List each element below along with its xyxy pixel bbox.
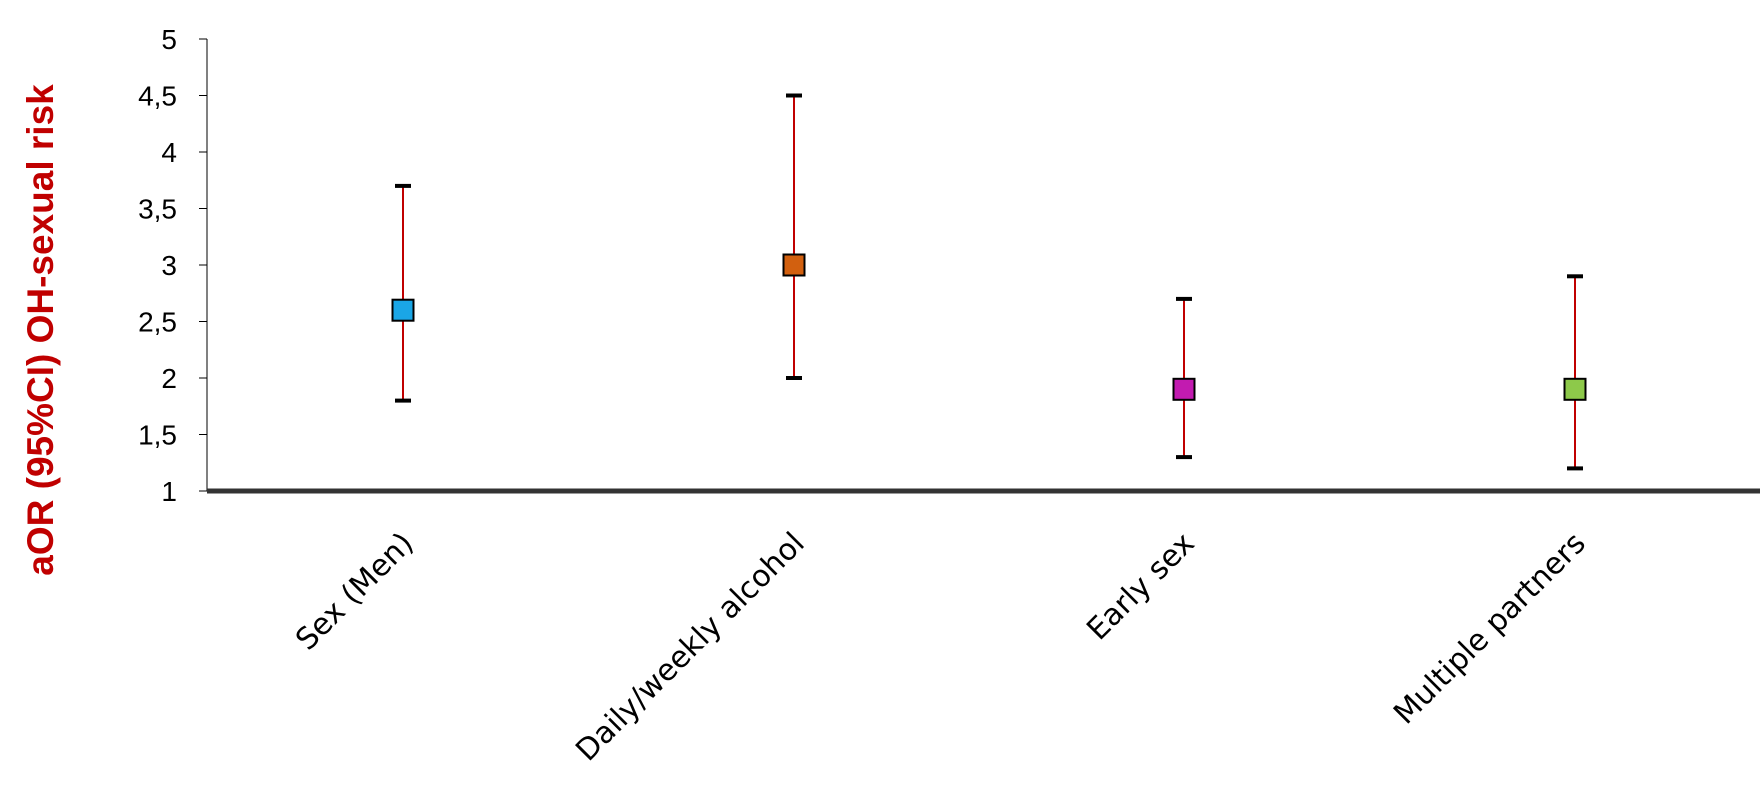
x-category-label: Sex (Men) xyxy=(289,526,421,658)
y-axis: 1 1,5 2 2,5 3 3,5 4 4,5 5 xyxy=(138,24,208,507)
data-point-group xyxy=(1172,296,1196,460)
y-tick-label: 4 xyxy=(161,137,177,168)
y-tick-label: 2,5 xyxy=(138,307,177,338)
category-labels: Sex (Men) Daily/weekly alcohol Early sex Mu… xyxy=(289,526,1593,768)
x-category-label: Early sex xyxy=(1080,526,1201,647)
point-marker xyxy=(1563,377,1587,401)
y-axis-title-group: aOR (95%CI) OH-sexual risk xyxy=(20,84,61,576)
y-tick-label: 2 xyxy=(161,363,177,394)
y-tick-label: 5 xyxy=(161,24,177,55)
data-point-group xyxy=(782,93,806,380)
y-tick-label: 3,5 xyxy=(138,194,177,225)
y-tick-label: 4,5 xyxy=(138,81,177,112)
x-category-label: Daily/weekly alcohol xyxy=(569,526,811,768)
data-point-group xyxy=(391,183,415,403)
point-marker xyxy=(391,298,415,322)
data-marks xyxy=(391,93,1587,471)
data-point-group xyxy=(1563,274,1587,471)
y-tick-label: 1,5 xyxy=(138,420,177,451)
y-tick-label: 1 xyxy=(161,476,177,507)
point-marker xyxy=(1172,377,1196,401)
y-axis-title: aOR (95%CI) OH-sexual risk xyxy=(20,84,61,576)
x-category-label: Multiple partners xyxy=(1387,526,1593,732)
y-tick-label: 3 xyxy=(161,250,177,281)
point-marker xyxy=(782,253,806,277)
